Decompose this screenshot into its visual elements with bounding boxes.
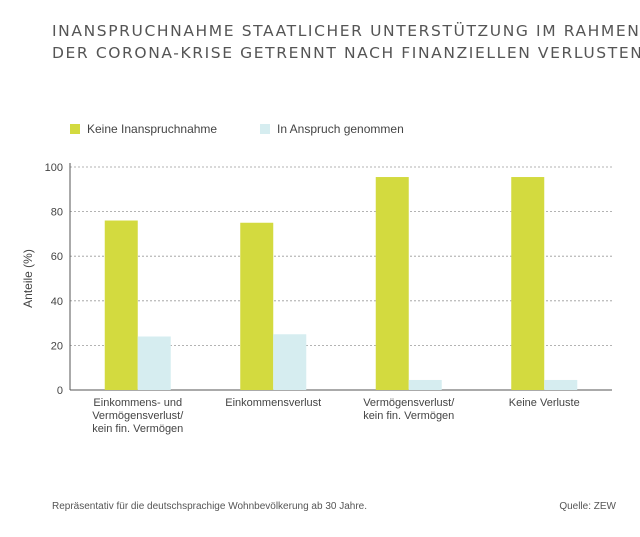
chart-title: Inanspruchnahme staatlicher Unterstützun…: [52, 20, 640, 64]
bar-in-anspruch-genommen-3: [408, 379, 442, 390]
legend-item-in-anspruch-genommen: In Anspruch genommen: [260, 122, 404, 136]
legend-label-in-anspruch-genommen: In Anspruch genommen: [277, 122, 404, 136]
y-tick-label-80: 80: [51, 207, 63, 219]
y-axis-label: Anteile (%): [21, 249, 35, 308]
bar-keine-inanspruchnahme-1: [104, 220, 138, 390]
bar-keine-inanspruchnahme-3: [375, 177, 409, 390]
legend-label-keine-inanspruchnahme: Keine Inanspruchnahme: [87, 122, 218, 136]
bar-in-anspruch-genommen-1: [137, 336, 171, 390]
x-tick-label-1-line-2: Vermögensverlust/: [92, 410, 184, 422]
bar-in-anspruch-genommen-2: [273, 334, 307, 390]
x-tick-label-2-line-1: Einkommensverlust: [225, 397, 321, 409]
footer-source: Quelle: ZEW: [559, 501, 616, 512]
x-tick-label-1-line-1: Einkommens- und: [93, 397, 182, 409]
x-tick-label-3-line-1: Vermögensverlust/: [363, 397, 455, 409]
footer-note: Repräsentativ für die deutschsprachige W…: [52, 501, 368, 512]
legend-item-keine-inanspruchnahme: Keine Inanspruchnahme: [70, 122, 217, 136]
y-tick-label-0: 0: [57, 385, 63, 397]
x-tick-label-1-line-3: kein fin. Vermögen: [92, 423, 183, 435]
y-tick-label-60: 60: [51, 251, 63, 263]
chart-title-line-1: Inanspruchnahme staatlicher Unterstützun…: [52, 22, 640, 40]
legend-swatch-in-anspruch-genommen: [260, 124, 270, 134]
bar-keine-inanspruchnahme-2: [240, 222, 274, 390]
bar-keine-inanspruchnahme-4: [511, 177, 545, 390]
bar-in-anspruch-genommen-4: [544, 379, 578, 390]
y-tick-label-40: 40: [51, 296, 63, 308]
x-tick-label-3-line-2: kein fin. Vermögen: [363, 410, 454, 422]
y-tick-label-20: 20: [51, 340, 63, 352]
chart-title-line-2: der Corona-Krise getrennt nach finanziel…: [52, 44, 640, 62]
y-tick-label-100: 100: [45, 162, 63, 174]
legend-swatch-keine-inanspruchnahme: [70, 124, 80, 134]
x-tick-label-4-line-1: Keine Verluste: [509, 397, 580, 409]
